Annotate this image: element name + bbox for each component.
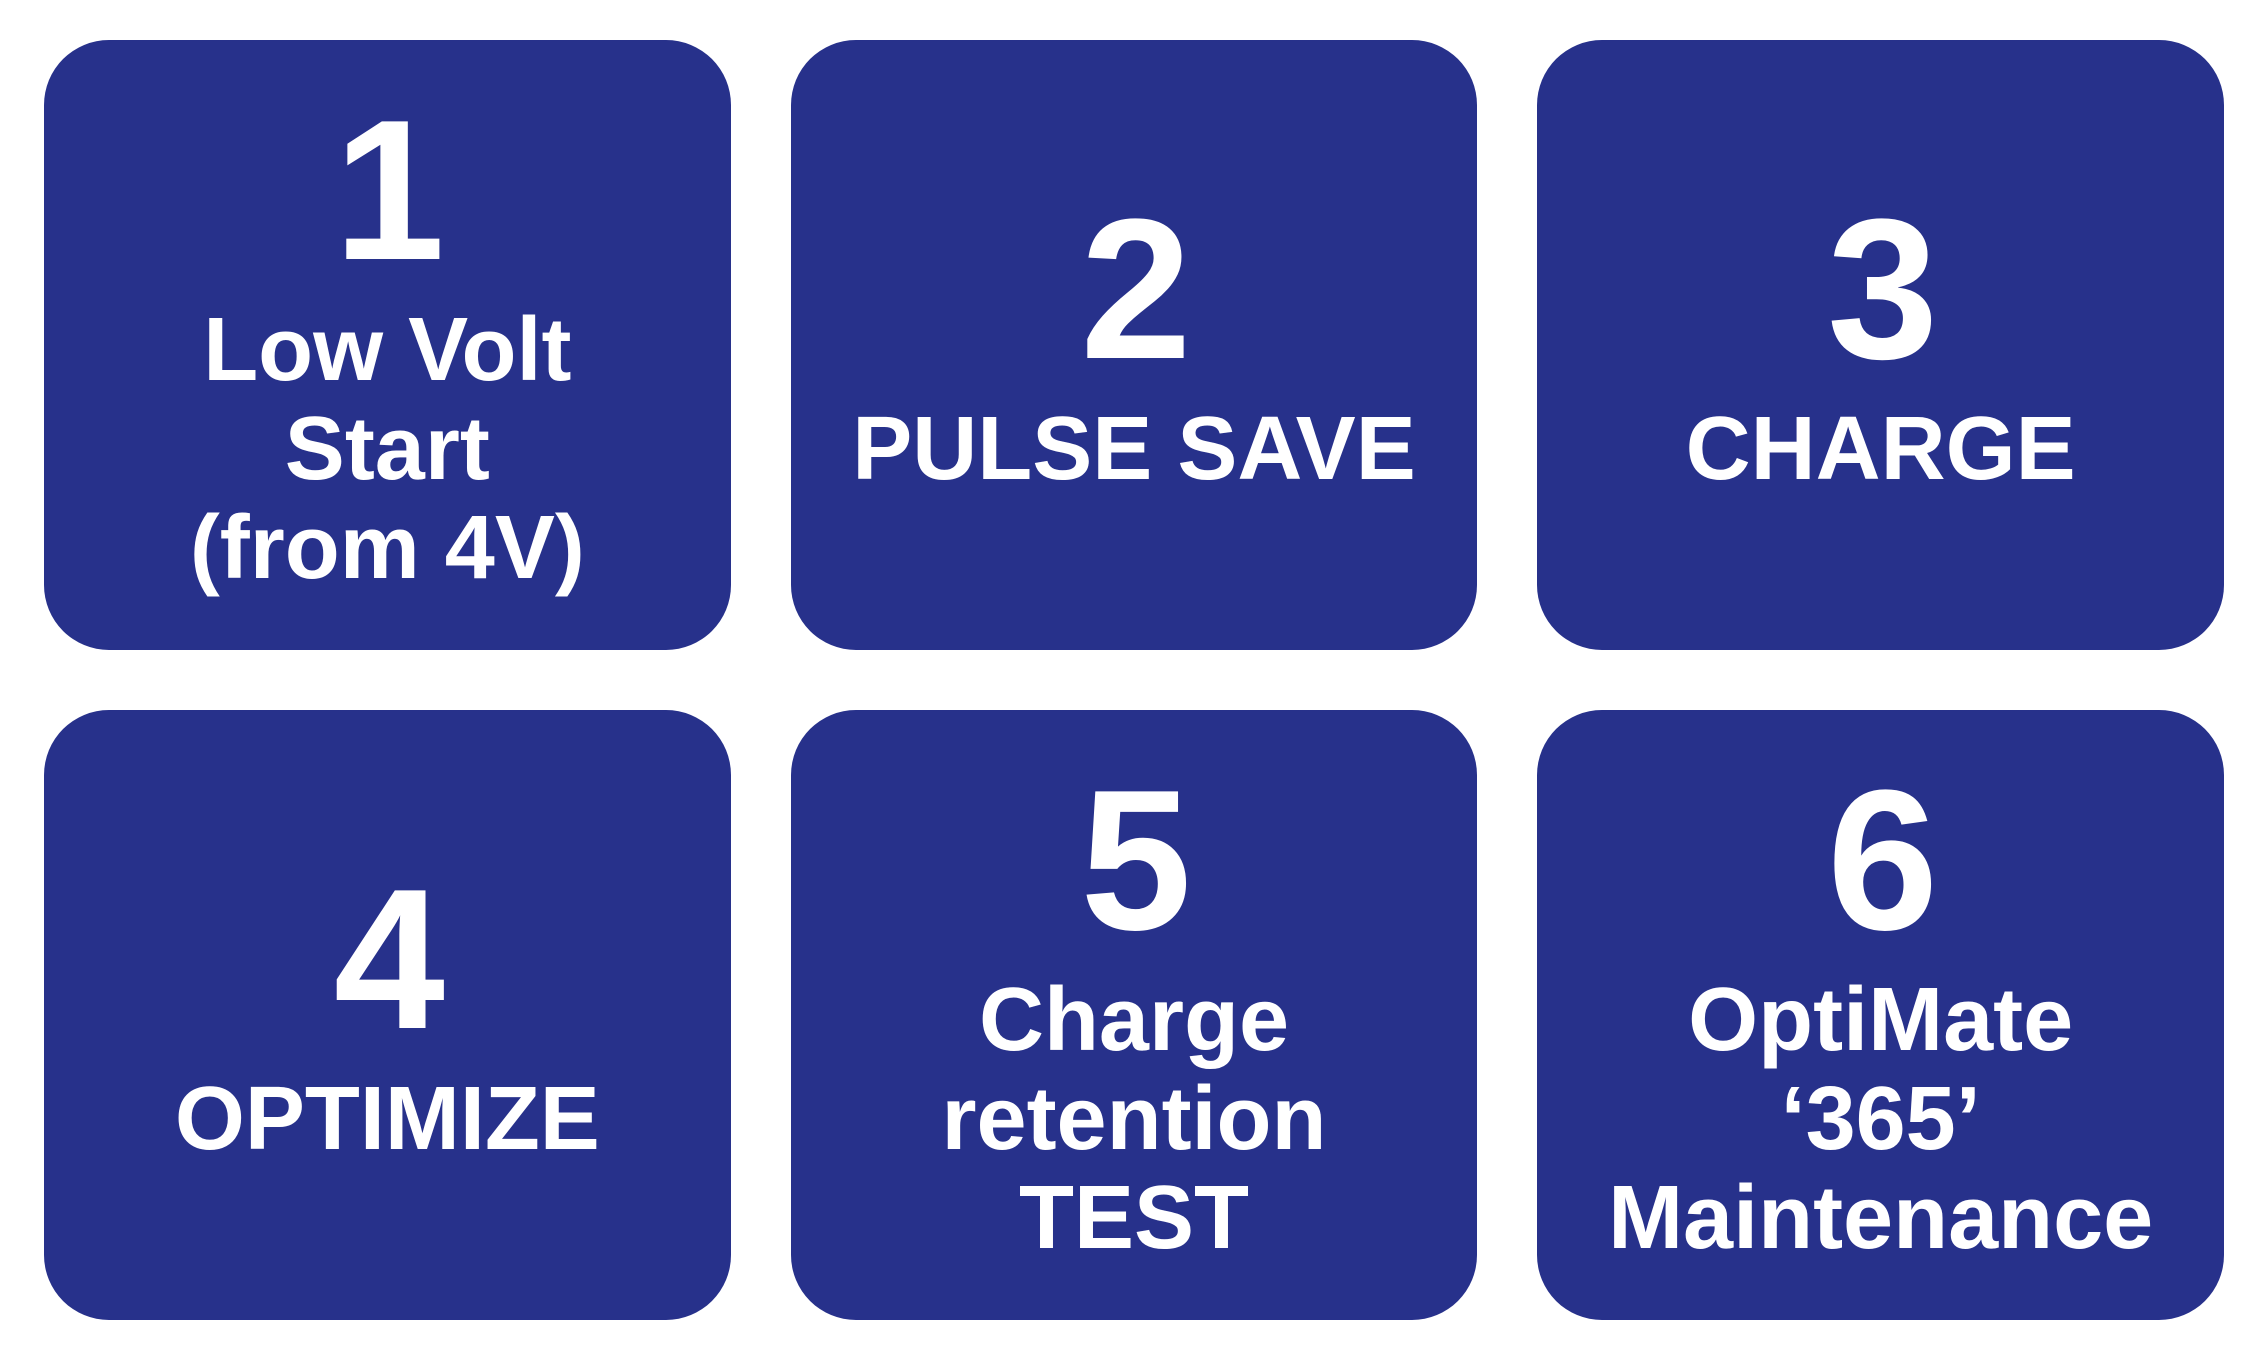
tile-1: 1 Low Volt Start (from 4V) <box>44 40 731 650</box>
tile-1-number: 1 <box>334 91 441 291</box>
tile-1-label: Low Volt Start (from 4V) <box>190 301 585 598</box>
tile-5-label: Charge retention TEST <box>941 971 1326 1268</box>
tile-6-label: OptiMate ‘365’ Maintenance <box>1608 971 2153 1268</box>
tile-2: 2 PULSE SAVE <box>791 40 1478 650</box>
tile-3-number: 3 <box>1827 190 1934 390</box>
tile-5-number: 5 <box>1080 761 1187 961</box>
tile-5: 5 Charge retention TEST <box>791 710 1478 1320</box>
tile-2-number: 2 <box>1080 190 1187 390</box>
tile-3-label: CHARGE <box>1686 400 2076 499</box>
tile-4: 4 OPTIMIZE <box>44 710 731 1320</box>
tile-3: 3 CHARGE <box>1537 40 2224 650</box>
tile-6-number: 6 <box>1827 761 1934 961</box>
tile-6: 6 OptiMate ‘365’ Maintenance <box>1537 710 2224 1320</box>
tile-4-number: 4 <box>334 860 441 1060</box>
steps-grid: 1 Low Volt Start (from 4V) 2 PULSE SAVE … <box>44 40 2224 1320</box>
tile-2-label: PULSE SAVE <box>852 400 1415 499</box>
tile-4-label: OPTIMIZE <box>175 1070 600 1169</box>
